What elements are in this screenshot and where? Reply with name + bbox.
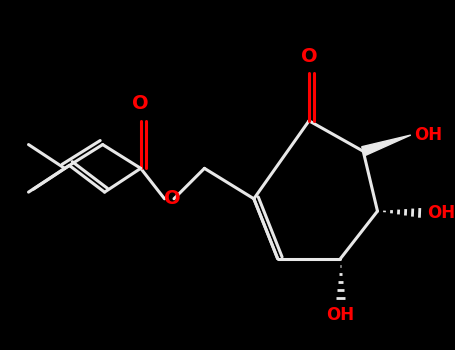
Text: OH: OH xyxy=(326,306,354,324)
Text: O: O xyxy=(132,94,149,113)
Text: O: O xyxy=(301,47,317,66)
Text: OH: OH xyxy=(427,204,455,222)
Text: OH: OH xyxy=(415,126,443,144)
Text: O: O xyxy=(164,189,181,208)
Polygon shape xyxy=(362,135,411,156)
